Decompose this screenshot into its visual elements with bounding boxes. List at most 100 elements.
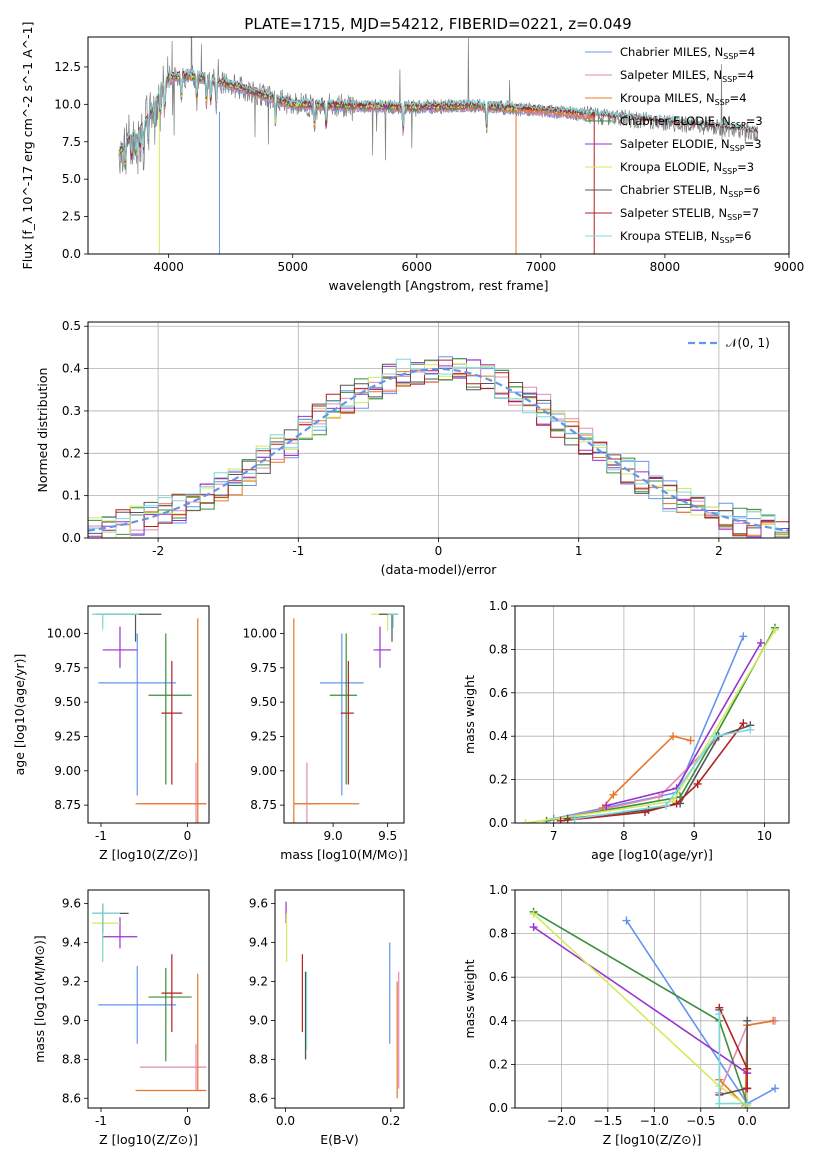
y-axis-label: mass weight — [462, 959, 477, 1038]
error-bar-point — [92, 913, 120, 963]
y-tick-label: 0.3 — [62, 404, 81, 418]
y-tick-label: 9.0 — [249, 1013, 268, 1027]
x-tick-label: -1 — [95, 829, 107, 843]
x-tick-label: 4000 — [153, 260, 184, 274]
panel-mass-vs-Z: -1 0 8.6 8.8 9.0 9.2 9.4 9.6 Z [log10(Z/Z⊙)] mass… — [32, 889, 210, 1147]
x-tick-label: 9.5 — [378, 829, 397, 843]
legend-label: Chabrier ELODIE, NSSP=3 — [620, 114, 763, 130]
error-bar-point — [373, 626, 391, 668]
plot-frame — [87, 605, 210, 824]
legend-subscript: SSP — [720, 236, 735, 245]
y-tick-label: 9.0 — [62, 1013, 81, 1027]
weight-series-line — [533, 926, 748, 1074]
y-axis-label: Flux [f_λ 10^-17 erg cm^-2 s^-1 A^-1] — [20, 22, 35, 270]
legend-eq: = — [737, 68, 747, 82]
y-tick-label: 0.2 — [489, 773, 508, 787]
y-tick-label: 0.0 — [489, 1101, 508, 1115]
legend-sep: , N — [706, 68, 722, 82]
y-tick-label: 0.8 — [489, 642, 508, 656]
weight-marker — [693, 779, 702, 788]
legend-label: Kroupa ELODIE, NSSP=3 — [620, 160, 754, 176]
legend-subscript: SSP — [722, 75, 737, 84]
legend-eq: = — [737, 160, 747, 174]
figure-title: PLATE=1715, MJD=54212, FIBERID=0221, z=0… — [244, 15, 631, 33]
error-bar-point — [293, 762, 320, 823]
weight-marker — [602, 801, 611, 810]
legend-nssp: 6 — [744, 229, 751, 243]
legend-nssp: 6 — [753, 183, 760, 197]
y-tick-label: 9.75 — [54, 661, 81, 675]
legend-subscript: SSP — [723, 52, 738, 61]
error-bars — [92, 903, 207, 1092]
y-axis-label: mass [log10(M/M⊙)] — [32, 935, 47, 1063]
y-tick-label: 12.5 — [54, 60, 81, 74]
weight-marker — [521, 819, 530, 823]
weight-marker — [715, 1099, 724, 1108]
error-bar-point — [135, 973, 207, 1092]
error-bar-point — [92, 903, 129, 933]
error-bars — [293, 613, 399, 823]
y-tick-label: 0.4 — [489, 1014, 508, 1028]
panel-age-vs-Z: -1 0 8.75 9.00 9.25 9.50 9.75 10.00 Z [log10(Z/Z… — [12, 605, 210, 862]
legend-eq: = — [746, 114, 756, 128]
y-tick-label: 9.6 — [62, 897, 81, 911]
model-spectrum-line — [118, 76, 595, 170]
y-tick-label: 0.0 — [489, 816, 508, 830]
error-bar-point — [329, 633, 358, 785]
error-bar-point — [98, 965, 177, 1044]
y-tick-label: 0.0 — [62, 247, 81, 261]
x-tick-label: -2 — [152, 544, 164, 558]
x-tick-label: −1.5 — [593, 1114, 622, 1128]
x-tick-label: 9000 — [774, 260, 805, 274]
legend-sep: , N — [714, 137, 730, 151]
panel-spectrum: 4000 5000 6000 7000 8000 9000 0.0 2.5 5.0 7.5 10.0… — [20, 22, 805, 293]
legend-series-name: Chabrier MILES — [620, 45, 707, 59]
y-tick-label: 9.50 — [250, 695, 277, 709]
error-bar-point — [92, 613, 142, 631]
x-tick-label: 5000 — [277, 260, 308, 274]
y-tick-label: 0.0 — [62, 531, 81, 545]
error-bar-point — [148, 633, 192, 785]
weight-marker — [529, 923, 538, 932]
y-tick-label: 1.0 — [489, 883, 508, 897]
x-tick-label: 0 — [435, 544, 443, 558]
model-spectrum-line — [118, 74, 595, 166]
weight-marker — [711, 732, 720, 741]
weight-marker — [746, 725, 755, 734]
error-bars — [92, 613, 207, 823]
y-tick-label: 0.2 — [62, 446, 81, 460]
x-tick-label: 8000 — [650, 260, 681, 274]
legend-nssp: 4 — [748, 45, 755, 59]
plot-frame — [87, 889, 210, 1109]
legend-series-name: Salpeter ELODIE — [620, 137, 714, 151]
legend-series-name: Chabrier ELODIE — [620, 114, 715, 128]
x-tick-label: 8 — [620, 829, 628, 843]
weight-marker — [769, 1016, 778, 1025]
spectrum-traces — [118, 37, 759, 254]
weight-marker — [563, 814, 572, 823]
legend-eq: = — [745, 137, 755, 151]
legend-eq: = — [735, 229, 745, 243]
weight-marker — [556, 816, 565, 823]
model-spectrum-line — [118, 74, 517, 169]
x-axis-label: age [log10(age/yr)] — [591, 847, 713, 862]
y-tick-label: 8.8 — [249, 1052, 268, 1066]
x-tick-label: 0.0 — [738, 1114, 757, 1128]
plot-frame — [274, 889, 405, 1109]
plot-frame — [283, 605, 405, 824]
weight-marker — [640, 808, 649, 817]
error-bar-point — [293, 618, 360, 823]
weight-marker — [739, 632, 748, 641]
y-tick-label: 9.4 — [62, 936, 81, 950]
error-bars — [285, 901, 400, 1099]
legend-nssp: 4 — [739, 91, 746, 105]
y-tick-label: 2.5 — [62, 210, 81, 224]
y-tick-label: 9.25 — [54, 729, 81, 743]
x-axis-label: wavelength [Angstrom, rest frame] — [328, 278, 548, 293]
y-tick-label: 9.25 — [250, 729, 277, 743]
legend-eq: = — [743, 183, 753, 197]
legend-subscript: SSP — [730, 144, 745, 153]
y-tick-label: 9.2 — [249, 974, 268, 988]
x-axis-label: Z [log10(Z/Z⊙)] — [99, 847, 198, 862]
